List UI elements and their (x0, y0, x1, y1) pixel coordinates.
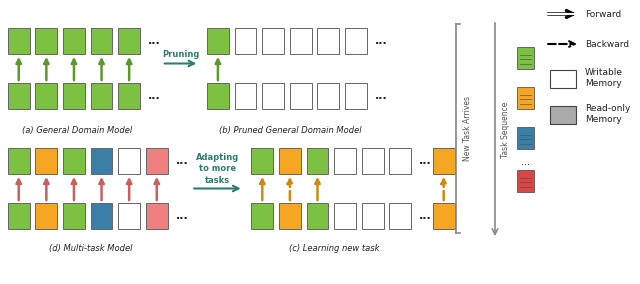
Text: Read-only
Memory: Read-only Memory (585, 104, 630, 124)
Text: ...: ... (419, 156, 432, 166)
Bar (235, 28, 257, 54)
Bar (207, 83, 228, 109)
Bar (307, 148, 328, 174)
Bar (279, 203, 301, 229)
Text: (b) Pruned General Domain Model: (b) Pruned General Domain Model (219, 126, 361, 135)
Bar (118, 83, 140, 109)
Text: ...: ... (374, 91, 387, 101)
Bar (307, 203, 328, 229)
Text: ...: ... (521, 157, 530, 167)
Bar (516, 127, 534, 149)
Text: Pruning: Pruning (162, 49, 199, 59)
Bar (35, 203, 57, 229)
Bar (262, 83, 284, 109)
Bar (146, 203, 168, 229)
Bar (516, 87, 534, 109)
Text: Backward: Backward (585, 39, 629, 49)
Text: (c) Learning new task: (c) Learning new task (289, 244, 380, 253)
Bar (91, 83, 113, 109)
Text: (d) Multi-task Model: (d) Multi-task Model (49, 244, 132, 253)
Text: (a) General Domain Model: (a) General Domain Model (22, 126, 132, 135)
Bar (345, 83, 367, 109)
Bar (433, 203, 454, 229)
Bar (390, 203, 411, 229)
Text: Forward: Forward (585, 9, 621, 18)
Bar (550, 70, 576, 88)
Bar (279, 148, 301, 174)
Bar (35, 148, 57, 174)
Text: New Task Arrives: New Task Arrives (463, 96, 472, 161)
Bar (8, 28, 29, 54)
Bar (118, 148, 140, 174)
Bar (362, 148, 383, 174)
Text: ...: ... (419, 211, 432, 221)
Bar (262, 28, 284, 54)
Bar (390, 148, 411, 174)
Bar (35, 28, 57, 54)
Bar (252, 148, 273, 174)
Bar (207, 28, 228, 54)
Bar (63, 148, 84, 174)
Bar (118, 28, 140, 54)
Bar (433, 148, 454, 174)
Bar (252, 203, 273, 229)
Text: Adapting
to more
tasks: Adapting to more tasks (196, 153, 239, 185)
Bar (334, 148, 356, 174)
Bar (345, 28, 367, 54)
Text: ...: ... (374, 36, 387, 46)
Bar (8, 148, 29, 174)
Bar (8, 203, 29, 229)
Bar (63, 203, 84, 229)
Text: Task Sequence: Task Sequence (501, 101, 510, 158)
Bar (146, 148, 168, 174)
Bar (91, 203, 113, 229)
Bar (290, 28, 312, 54)
Text: ...: ... (175, 156, 188, 166)
Bar (317, 28, 339, 54)
Text: Writable
Memory: Writable Memory (585, 68, 623, 88)
Bar (550, 106, 576, 124)
Bar (8, 83, 29, 109)
Text: ...: ... (148, 91, 161, 101)
Bar (63, 28, 84, 54)
Bar (63, 83, 84, 109)
Text: ...: ... (175, 211, 188, 221)
Bar (317, 83, 339, 109)
Bar (362, 203, 383, 229)
Bar (91, 148, 113, 174)
Bar (516, 47, 534, 69)
Bar (235, 83, 257, 109)
Bar (35, 83, 57, 109)
Bar (91, 28, 113, 54)
Bar (290, 83, 312, 109)
Text: ...: ... (148, 36, 161, 46)
Bar (516, 170, 534, 192)
Bar (118, 203, 140, 229)
Bar (334, 203, 356, 229)
